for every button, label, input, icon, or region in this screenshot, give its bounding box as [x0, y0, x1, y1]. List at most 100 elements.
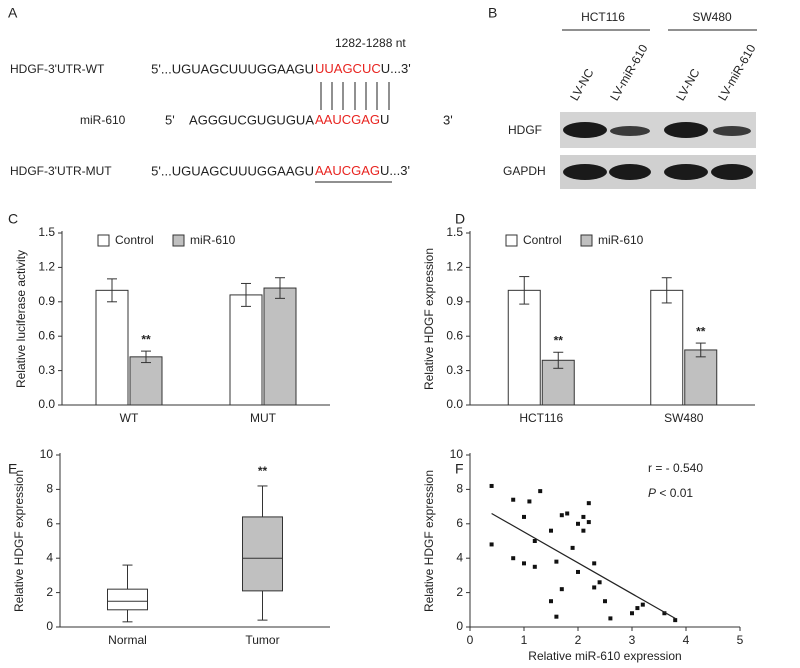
sequence: 3': [443, 112, 453, 127]
row-name: miR-610: [80, 113, 126, 127]
y-tick-label: 2: [46, 585, 53, 599]
legend-swatch: [580, 234, 593, 247]
point: [522, 514, 526, 519]
error-bar: [275, 277, 285, 299]
sequence: 5'...UGUAGCUUUGGAAGU: [151, 163, 314, 178]
point: [576, 521, 580, 526]
protein-label: HDGF: [508, 123, 542, 137]
error-bar: [553, 351, 564, 369]
box: [242, 516, 283, 592]
y-tick-label: 2: [456, 585, 463, 599]
x-tick-label: 3: [629, 633, 636, 647]
y-tick-label: 1.5: [38, 225, 55, 239]
site: UUAGCUC: [315, 61, 381, 76]
y-tick-label: 0.9: [446, 294, 463, 308]
lane-label: LV-NC: [673, 66, 703, 103]
pairing-lines: [320, 82, 390, 110]
point: [565, 511, 570, 516]
bar: [229, 294, 263, 406]
panel-label: A: [8, 5, 18, 21]
panel-label: D: [455, 211, 465, 227]
point: [559, 587, 564, 592]
legend-label: miR-610: [190, 233, 236, 247]
x-tick-label: SW480: [664, 411, 704, 425]
point: [662, 611, 667, 616]
bar: [650, 289, 684, 406]
y-tick-label: 6: [456, 516, 463, 530]
point: [554, 559, 559, 564]
point: [549, 528, 553, 533]
x-tick-label: 4: [683, 633, 690, 647]
sequence: UUAGCUCU...3': [315, 61, 411, 76]
point: [549, 599, 553, 604]
bar: [129, 356, 163, 406]
point: [527, 499, 532, 504]
y-tick-label: 0.0: [446, 397, 463, 411]
panel-label: C: [8, 211, 18, 227]
x-tick-label: 2: [575, 633, 582, 647]
y-tick-label: 0: [456, 619, 463, 633]
x-tick-label: 1: [521, 633, 528, 647]
p-symbol: P: [648, 486, 656, 500]
bar: [684, 349, 718, 406]
point: [522, 561, 526, 566]
lane-label: LV-NC: [567, 66, 597, 103]
sequence: U...3': [380, 163, 410, 178]
sequence: 5': [165, 112, 175, 127]
protein-label: GAPDH: [503, 164, 546, 178]
y-tick-label: 0.0: [38, 397, 55, 411]
point: [532, 539, 537, 543]
y-tick-label: 1.2: [446, 260, 463, 274]
y-tick-label: 1.2: [38, 260, 55, 274]
row-name: HDGF-3'UTR-MUT: [10, 164, 112, 178]
bar: [507, 289, 541, 406]
lane-label: LV-miR-610: [715, 42, 759, 103]
sequence: 5'...UGUAGCUUUGGAAGU: [151, 61, 314, 76]
sequence: U...3': [381, 61, 411, 76]
legend-label: miR-610: [598, 233, 644, 247]
bar: [263, 287, 297, 406]
sequence: U: [380, 112, 389, 127]
position-label: 1282-1288 nt: [335, 36, 406, 50]
box: [107, 588, 148, 611]
point: [586, 520, 591, 525]
x-tick-label: Normal: [108, 633, 147, 647]
bands: [563, 122, 753, 180]
group-label: HCT116: [581, 10, 625, 24]
y-axis-label: Relative HDGF expression: [422, 470, 436, 612]
point: [570, 545, 575, 550]
site: AAUCGAG: [315, 112, 380, 127]
y-tick-label: 0: [46, 619, 53, 633]
y-tick-label: 8: [456, 482, 463, 496]
y-axis-label: Relative luciferase activity: [14, 250, 28, 388]
legend-label: Control: [115, 233, 154, 247]
point: [592, 585, 597, 590]
y-tick-label: 6: [46, 516, 53, 530]
point: [576, 569, 580, 574]
p-value: < 0.01: [656, 486, 693, 500]
sequence: AGGGUCGUGUGUA: [189, 112, 314, 127]
x-tick-label: Tumor: [245, 633, 279, 647]
site: AAUCGAG: [315, 163, 380, 178]
point: [489, 542, 494, 547]
point: [603, 599, 607, 604]
point: [581, 528, 586, 533]
point: [592, 561, 597, 566]
stat-label: r = - 0.540: [648, 461, 703, 475]
panel-label: B: [488, 5, 497, 21]
point: [554, 614, 559, 619]
y-tick-label: 0.3: [38, 363, 55, 377]
row-name: HDGF-3'UTR-WT: [10, 62, 105, 76]
point: [630, 611, 634, 616]
error-bar: [241, 282, 251, 307]
y-tick-label: 1.5: [446, 225, 463, 239]
lane-label: LV-miR-610: [607, 42, 651, 103]
point: [532, 564, 537, 569]
point: [608, 616, 613, 621]
point: [673, 618, 678, 623]
annotation: **: [696, 324, 706, 338]
error-bar: [519, 276, 530, 305]
bar: [95, 289, 129, 406]
